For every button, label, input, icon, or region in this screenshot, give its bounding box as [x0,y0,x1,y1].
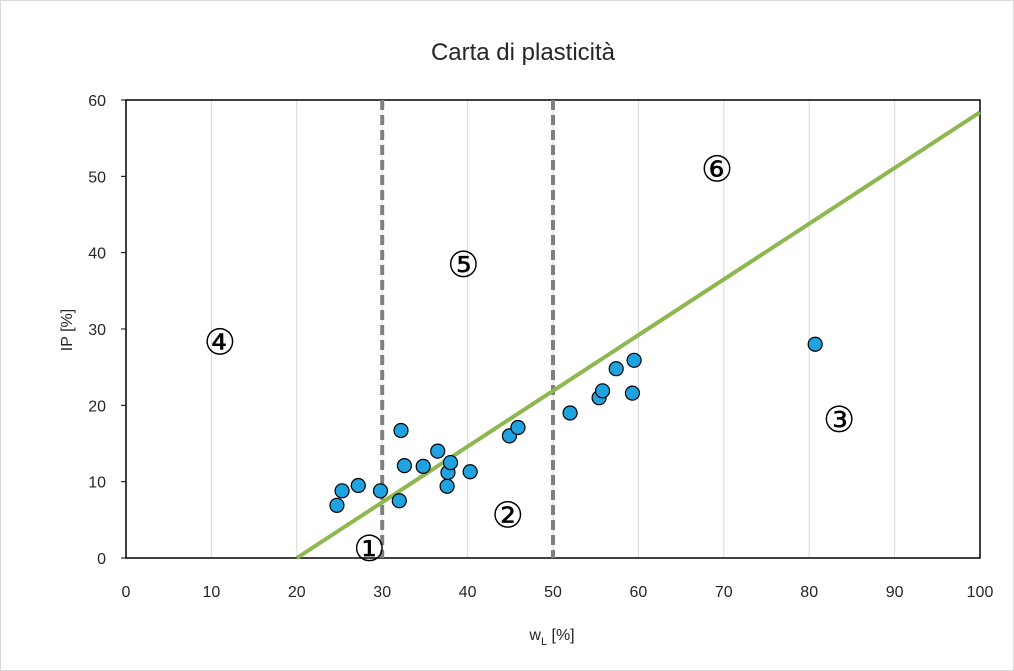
zone-labels: ① ② ③ ④ ⑤ ⑥ [204,149,855,569]
data-point-20 [626,352,642,368]
zone-label-2: ② [492,495,524,536]
data-point-0 [329,497,345,513]
chart-title: Carta di plasticità [431,39,616,66]
x-tick-label-10: 10 [203,584,221,601]
zone-label-6: ⑥ [701,149,733,190]
x-tick-label-100: 100 [967,584,994,601]
x-tick-label-70: 70 [715,584,733,601]
y-tick-label-0: 0 [97,551,106,568]
x-axis-label-unit: [%] [547,627,575,644]
data-point-7 [415,458,431,474]
data-point-12 [462,464,478,480]
data-point-3 [372,483,389,499]
x-tick-label-40: 40 [459,584,477,601]
data-point-1 [334,483,350,499]
y-tick-label-10: 10 [88,475,106,492]
y-tick-label-50: 50 [88,169,106,186]
x-tick-label-90: 90 [886,584,904,601]
x-axis-label-sub: L [541,636,547,648]
data-point-6 [396,458,413,474]
a-line [295,110,982,560]
x-tick-label-50: 50 [544,584,562,601]
y-axis-label: IP [%] [59,309,76,351]
grid-lines [210,100,896,558]
zone-label-1: ① [353,529,385,570]
zone-label-3: ③ [823,400,855,441]
x-tick-label-0: 0 [122,584,131,601]
data-point-14 [510,419,526,436]
data-points [329,336,823,513]
y-tick-label-30: 30 [88,322,106,339]
x-tick-labels: 0 10 20 30 40 50 60 70 80 90 100 [122,584,994,601]
zone-label-4: ④ [204,323,236,364]
x-tick-label-20: 20 [288,584,306,601]
x-axis-label: wL [%] [528,627,574,648]
data-point-21 [807,336,823,352]
y-tick-label-20: 20 [88,398,106,415]
reference-lines [380,100,555,558]
x-axis-label-main: w [528,627,541,644]
y-tick-label-60: 60 [88,93,106,110]
data-point-19 [624,385,641,401]
data-point-18 [608,361,624,377]
data-point-11 [442,454,459,471]
data-point-9 [439,478,455,494]
data-point-4 [391,493,407,509]
data-point-15 [562,405,578,421]
x-tick-label-30: 30 [373,584,391,601]
data-point-8 [430,443,446,459]
data-point-5 [393,422,409,439]
x-tick-label-60: 60 [630,584,648,601]
y-tick-labels: 0 10 20 30 40 50 60 [88,93,126,568]
x-tick-label-80: 80 [800,584,818,601]
zone-label-5: ⑤ [447,245,479,286]
y-tick-label-40: 40 [88,246,106,263]
data-point-17 [594,383,611,399]
data-point-2 [350,477,366,494]
